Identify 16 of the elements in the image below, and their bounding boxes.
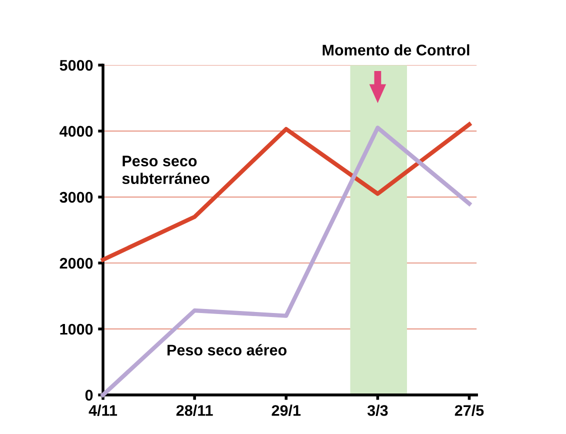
y-tick-label: 5000 [60,60,93,71]
line-series [100,122,472,262]
y-tick-label: 2000 [60,258,93,269]
line-series [100,126,472,398]
x-tick-label: 29/1 [272,404,301,416]
y-tick-label: 4000 [60,126,93,137]
y-tick-label: 3000 [60,192,93,203]
band-label: Momento de Control [322,44,470,56]
x-tick-label: 27/5 [454,404,484,416]
x-tick-label: 4/11 [88,404,118,416]
x-tick-label: 3/3 [367,404,388,416]
series-label: Peso seco subterráneo [122,156,210,184]
series-label: Peso seco aéreo [168,344,287,356]
y-tick-label: 1000 [60,324,93,335]
y-tick-label: 0 [85,390,93,401]
x-tick-label: 28/11 [176,404,213,416]
